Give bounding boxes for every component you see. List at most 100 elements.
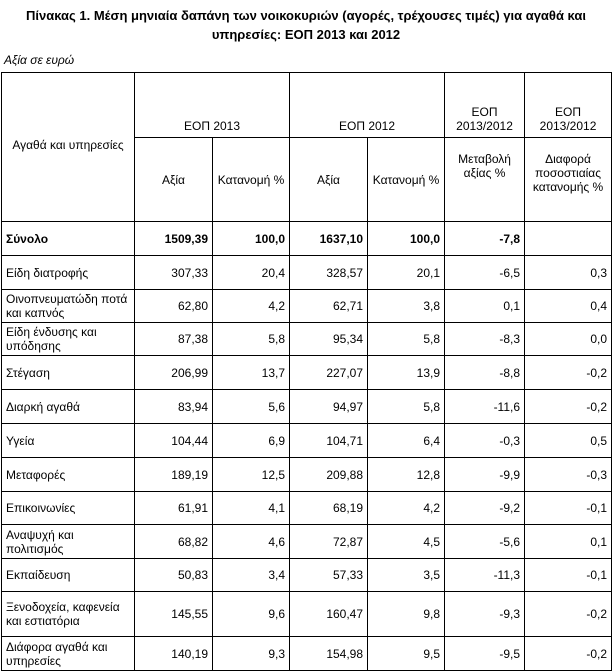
expenditure-table: Αγαθά και υπηρεσίες ΕΟΠ 2013 ΕΟΠ 2012 ΕΟ… (1, 72, 612, 671)
distribution-diff: -0,2 (524, 389, 612, 424)
distribution-2012: 3,8 (367, 289, 446, 323)
row-label: Μεταφορές (1, 457, 135, 492)
distribution-2013: 12,5 (211, 457, 291, 492)
value-2012: 328,57 (289, 255, 369, 290)
table-row: Είδη ένδυσης και υπόδησης 87,38 5,8 95,34 5,… (1, 322, 612, 356)
value-2012: 1637,10 (289, 221, 369, 256)
header-value-2013: Αξία (134, 137, 213, 222)
title-line-2: υπηρεσίες: ΕΟΠ 2013 και 2012 (211, 27, 401, 42)
distribution-diff: 0,1 (524, 524, 612, 559)
distribution-2013: 4,1 (211, 491, 291, 525)
table-row: Είδη διατροφής 307,33 20,4 328,57 20,1 -6,5 0,… (1, 255, 612, 290)
distribution-2012: 5,8 (367, 389, 446, 424)
value-2012: 160,47 (289, 591, 369, 637)
row-label: Υγεία (1, 423, 135, 458)
value-2012: 68,19 (289, 491, 369, 525)
distribution-2012: 6,4 (367, 423, 446, 458)
distribution-2013: 4,6 (211, 524, 291, 559)
value-2013: 307,33 (134, 255, 213, 290)
value-2013: 145,55 (134, 591, 213, 637)
value-change: -5,6 (444, 524, 526, 559)
value-2012: 72,87 (289, 524, 369, 559)
unit-label: Αξία σε ευρώ (4, 53, 75, 67)
row-label: Αναψυχή και πολιτισμός (1, 524, 135, 559)
value-2012: 209,88 (289, 457, 369, 492)
value-change: -9,2 (444, 491, 526, 525)
value-change: -11,3 (444, 558, 526, 592)
value-change: -11,6 (444, 389, 526, 424)
header-eop-2012: ΕΟΠ 2012 (289, 72, 446, 138)
table-row: Σύνολο 1509,39 100,0 1637,10 100,0 -7,8 (1, 221, 612, 256)
distribution-diff: -0,1 (524, 558, 612, 592)
value-change: -6,5 (444, 255, 526, 290)
value-2013: 50,83 (134, 558, 213, 592)
value-2012: 62,71 (289, 289, 369, 323)
distribution-2012: 4,2 (367, 491, 446, 525)
distribution-2012: 9,8 (367, 591, 446, 637)
distribution-2013: 100,0 (211, 221, 291, 256)
distribution-diff: -0,2 (524, 591, 612, 637)
distribution-diff: -0,2 (524, 355, 612, 390)
value-change: -7,8 (444, 221, 526, 256)
distribution-2013: 3,4 (211, 558, 291, 592)
value-2013: 62,80 (134, 289, 213, 323)
distribution-diff (524, 221, 612, 256)
distribution-2013: 20,4 (211, 255, 291, 290)
row-label: Εκπαίδευση (1, 558, 135, 592)
table-row: Μεταφορές 189,19 12,5 209,88 12,8 -9,9 -0,3 (1, 457, 612, 492)
distribution-2012: 9,5 (367, 636, 446, 671)
row-label: Διαρκή αγαθά (1, 389, 135, 424)
header-goods-services: Αγαθά και υπηρεσίες (1, 72, 135, 222)
value-2012: 57,33 (289, 558, 369, 592)
value-2013: 68,82 (134, 524, 213, 559)
distribution-2012: 12,8 (367, 457, 446, 492)
value-2012: 94,97 (289, 389, 369, 424)
row-label: Είδη ένδυσης και υπόδησης (1, 322, 135, 356)
header-distribution-2012: Κατανομή % (367, 137, 446, 222)
distribution-2013: 9,6 (211, 591, 291, 637)
table-row: Στέγαση 206,99 13,7 227,07 13,9 -8,8 -0,2 (1, 355, 612, 390)
row-label: Οινοπνευματώδη ποτά και καπνός (1, 289, 135, 323)
distribution-2012: 13,9 (367, 355, 446, 390)
row-label: Στέγαση (1, 355, 135, 390)
value-2013: 206,99 (134, 355, 213, 390)
value-2012: 95,34 (289, 322, 369, 356)
value-change: -9,9 (444, 457, 526, 492)
distribution-diff: -0,3 (524, 457, 612, 492)
row-label: Διάφορα αγαθά και υπηρεσίες (1, 636, 135, 671)
value-2013: 189,19 (134, 457, 213, 492)
table-row: Διάφορα αγαθά και υπηρεσίες 140,19 9,3 154,… (1, 636, 612, 671)
distribution-2012: 4,5 (367, 524, 446, 559)
distribution-2013: 5,8 (211, 322, 291, 356)
table-title: Πίνακας 1. Μέση μηνιαία δαπάνη των νοικο… (0, 6, 612, 44)
distribution-2013: 9,3 (211, 636, 291, 671)
distribution-2013: 4,2 (211, 289, 291, 323)
value-change: -9,5 (444, 636, 526, 671)
table-row: Διαρκή αγαθά 83,94 5,6 94,97 5,8 -11,6 -0,2 (1, 389, 612, 424)
table-row: Αναψυχή και πολιτισμός 68,82 4,6 72,87 4,5 -5… (1, 524, 612, 559)
row-label: Σύνολο (1, 221, 135, 256)
row-label: Ξενοδοχεία, καφενεία και εστιατόρια (1, 591, 135, 637)
value-change: -0,3 (444, 423, 526, 458)
value-2013: 140,19 (134, 636, 213, 671)
distribution-diff: -0,1 (524, 491, 612, 525)
distribution-diff: 0,5 (524, 423, 612, 458)
distribution-2013: 6,9 (211, 423, 291, 458)
table-row: Ξενοδοχεία, καφενεία και εστιατόρια 145,5… (1, 591, 612, 637)
value-change: -8,8 (444, 355, 526, 390)
distribution-2012: 5,8 (367, 322, 446, 356)
distribution-diff: 0,4 (524, 289, 612, 323)
distribution-diff: 0,0 (524, 322, 612, 356)
distribution-2013: 5,6 (211, 389, 291, 424)
header-distribution-2013: Κατανομή % (211, 137, 291, 222)
distribution-2012: 100,0 (367, 221, 446, 256)
row-label: Είδη διατροφής (1, 255, 135, 290)
header-value-change: Μεταβολή αξίας % (444, 137, 526, 222)
value-change: -8,3 (444, 322, 526, 356)
header-value-2012: Αξία (289, 137, 369, 222)
header-eop-2013: ΕΟΠ 2013 (133, 72, 291, 138)
table-row: Εκπαίδευση 50,83 3,4 57,33 3,5 -11,3 -0,1 (1, 558, 612, 592)
value-2013: 87,38 (134, 322, 213, 356)
value-2012: 154,98 (289, 636, 369, 671)
value-2012: 227,07 (289, 355, 369, 390)
